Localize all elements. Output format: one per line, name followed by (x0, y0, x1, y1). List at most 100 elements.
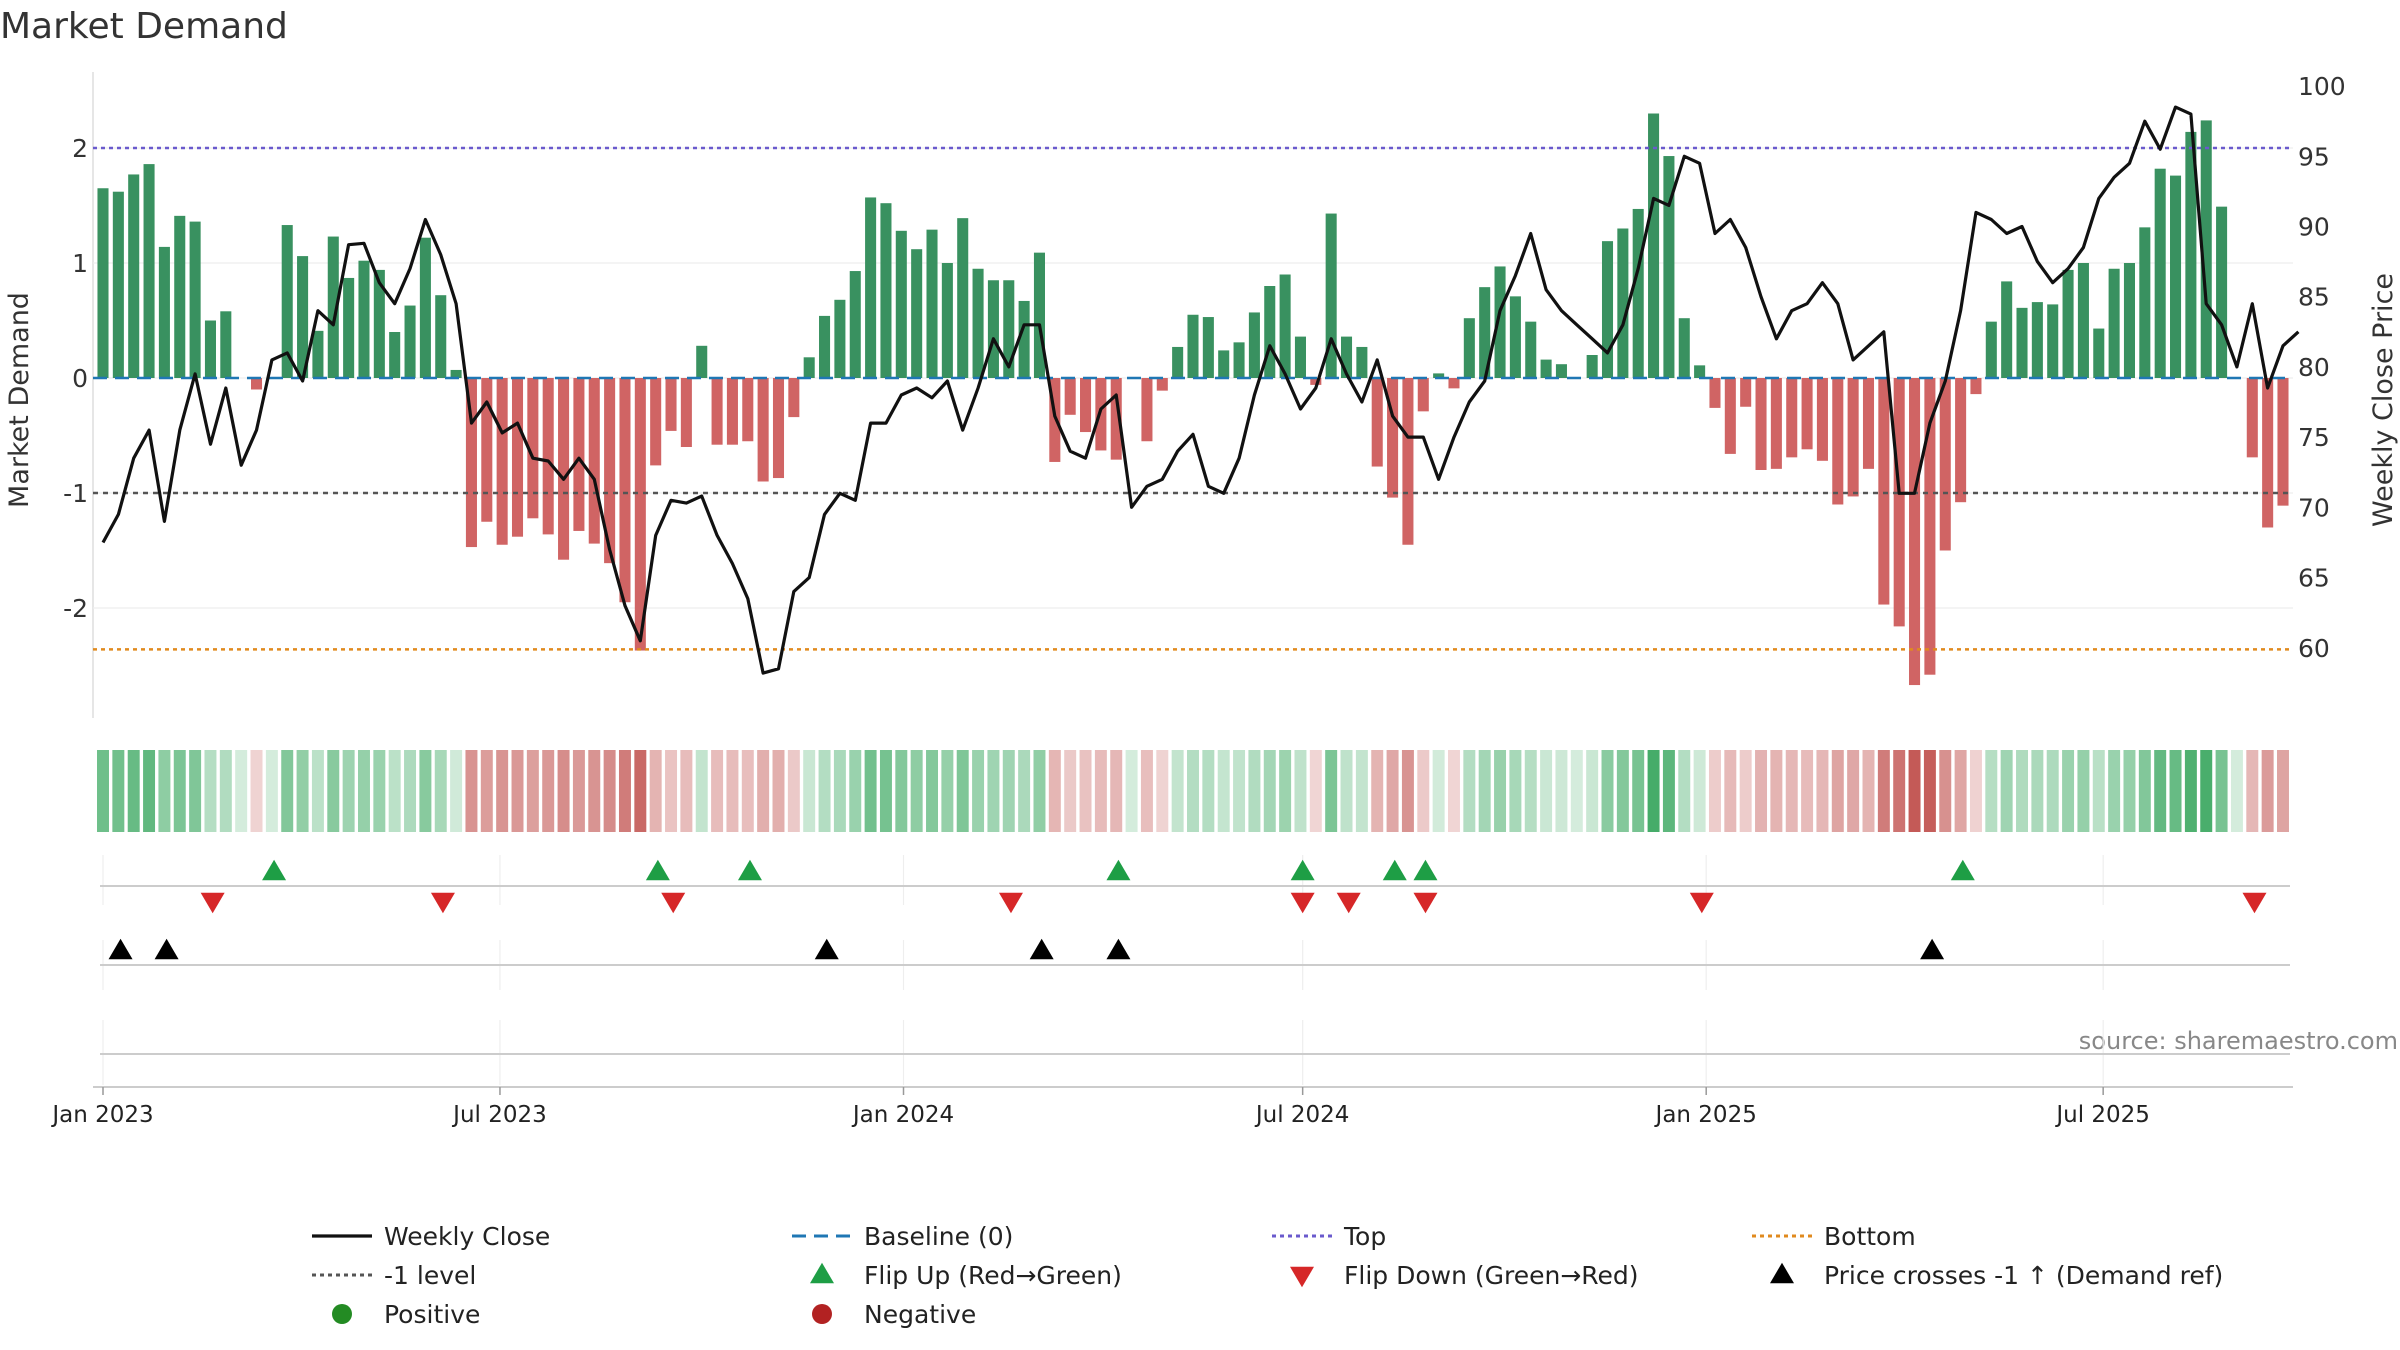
heat-cell (2169, 750, 2182, 832)
legend-swatch-dot (332, 1304, 352, 1324)
heat-cell (926, 750, 938, 832)
demand-bar (174, 215, 186, 378)
demand-bar (112, 191, 124, 378)
heat-cell (465, 750, 478, 832)
demand-bar (1494, 266, 1506, 378)
demand-bar (588, 378, 600, 544)
heat-cell (1263, 750, 1276, 832)
right-tick-label: 90 (2298, 212, 2330, 241)
demand-bar (419, 237, 431, 378)
price-cross-marker (1106, 938, 1131, 960)
demand-bar (1540, 359, 1552, 378)
demand-bar (573, 378, 585, 531)
demand-bar (189, 221, 201, 378)
demand-bar (2016, 307, 2028, 378)
demand-bar (2001, 281, 2013, 378)
heat-cell (1340, 750, 1353, 832)
demand-bar (1233, 342, 1245, 378)
demand-bar (1018, 300, 1030, 378)
right-tick-label: 65 (2298, 564, 2330, 593)
demand-bar (450, 369, 462, 378)
legend-label: Negative (864, 1300, 976, 1329)
heat-cell (1202, 750, 1215, 832)
demand-bar (1970, 378, 1982, 395)
heat-cell (358, 750, 370, 832)
heat-cell (1478, 750, 1491, 832)
heat-cell (1555, 750, 1568, 832)
demand-bar (619, 378, 631, 603)
heat-cell (1524, 750, 1537, 832)
flip-up-marker (1950, 859, 1975, 881)
heat-cell (2230, 750, 2243, 832)
heat-cell (1325, 750, 1338, 832)
heat-cell (434, 750, 447, 832)
heat-cell (2261, 750, 2274, 832)
heat-cell (833, 750, 846, 832)
demand-bar (1448, 378, 1460, 389)
demand-bar (1156, 378, 1168, 391)
heat-cell (572, 750, 585, 832)
heat-cell (2046, 750, 2059, 832)
x-tick-label: Jan 2025 (1654, 1102, 1757, 1128)
demand-bar (911, 249, 923, 378)
demand-bar (527, 378, 539, 519)
heat-cell (1064, 750, 1077, 832)
heat-cell (1985, 750, 1998, 832)
demand-bar (1985, 321, 1997, 378)
left-tick-label: -2 (63, 594, 88, 623)
heat-cell (419, 750, 432, 832)
demand-bar (327, 236, 339, 378)
demand-bar (481, 378, 493, 522)
heat-cell (1755, 750, 1768, 832)
demand-bar (834, 299, 846, 378)
heat-cell (2031, 750, 2044, 832)
heat-cell (1862, 750, 1875, 832)
legend-label: Flip Down (Green→Red) (1344, 1261, 1639, 1290)
heat-cell (1847, 750, 1860, 832)
heat-cell (1509, 750, 1522, 832)
heat-cell (204, 750, 217, 832)
heat-cell (97, 750, 109, 832)
heat-cell (864, 750, 877, 832)
flip-down-marker (1689, 892, 1714, 914)
legend-swatch-triangle-up (810, 1262, 834, 1284)
left-tick-label: 1 (72, 249, 88, 278)
heat-cell (450, 750, 463, 832)
demand-bar (2216, 206, 2228, 378)
heat-cell (1647, 750, 1660, 832)
demand-bar (2139, 227, 2151, 378)
demand-bar (941, 263, 953, 378)
heat-cell (1893, 750, 1906, 832)
heat-cell (1171, 750, 1184, 832)
demand-bar (2108, 268, 2120, 378)
heat-cell (496, 750, 509, 832)
flip-up-marker (737, 859, 762, 881)
heat-cell (219, 750, 232, 832)
demand-bar (204, 320, 216, 378)
heat-cell (956, 750, 969, 832)
demand-bar (511, 378, 524, 537)
heat-cell (1233, 750, 1246, 832)
heat-cell (895, 750, 908, 832)
heat-cell (1432, 750, 1445, 832)
demand-bar (1371, 378, 1383, 467)
price-cross-marker (814, 938, 839, 960)
heat-cell (1094, 750, 1107, 832)
heat-cell (1494, 750, 1507, 832)
demand-bar (1909, 378, 1921, 686)
flip-down-marker (1413, 892, 1438, 914)
heat-cell (757, 750, 770, 832)
heat-cell (634, 750, 647, 832)
heat-cell (803, 750, 816, 832)
heat-cell (281, 750, 294, 832)
heat-cell (1969, 750, 1982, 832)
right-tick-label: 60 (2298, 634, 2330, 663)
demand-bar (1141, 378, 1153, 442)
demand-bar (358, 260, 370, 378)
demand-bar (373, 269, 385, 378)
demand-bar (1340, 336, 1353, 378)
demand-bar (2123, 263, 2135, 378)
heat-cell (1294, 750, 1307, 832)
weekly-close-line (101, 105, 2300, 675)
heat-cell (1801, 750, 1814, 832)
